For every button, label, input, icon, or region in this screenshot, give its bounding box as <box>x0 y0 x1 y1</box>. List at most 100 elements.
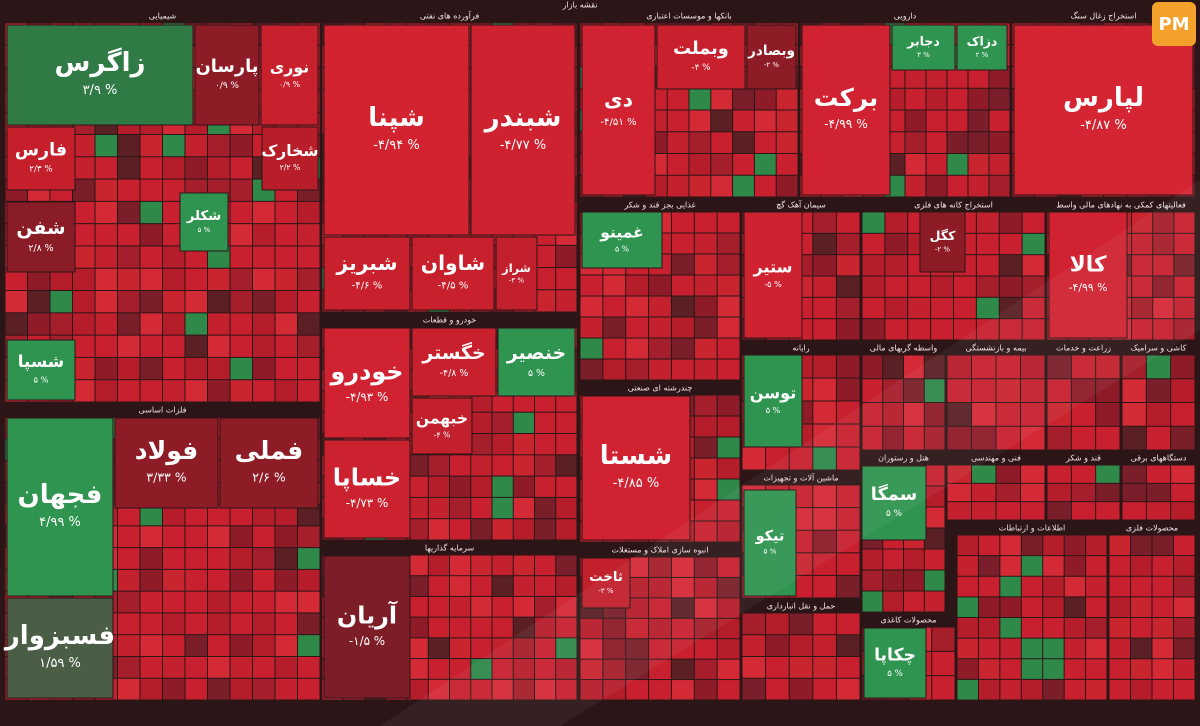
sector-name: ماشین آلات و تجهیزات <box>763 473 838 483</box>
sector: خودرو و قطعات خودرو -۴/۹۳ % خساپا -۴/۷۳ % خگس… <box>322 314 577 540</box>
filler-tile <box>711 132 733 153</box>
filler-tile <box>836 678 860 700</box>
filler-tile <box>904 355 924 379</box>
filler-tile <box>253 548 275 569</box>
filler-tile <box>535 519 556 540</box>
filler-tile <box>717 557 740 577</box>
filler-tile <box>1021 403 1045 426</box>
filler-tile <box>947 502 971 520</box>
sector-header <box>580 544 740 556</box>
filler-tile <box>649 577 671 598</box>
sector-header <box>1012 10 1195 22</box>
filler-tile <box>556 638 577 659</box>
sector-header <box>947 342 1045 354</box>
filler-tile <box>1174 556 1195 576</box>
filler-tile <box>671 680 694 700</box>
filler-tile <box>95 357 117 380</box>
tile-change: -۱/۵ % <box>349 634 385 648</box>
filler-tile <box>754 132 776 153</box>
filler-tile <box>185 313 207 335</box>
filler-tile <box>513 596 534 617</box>
tile-label: آریان <box>337 600 398 629</box>
filler-tile <box>1153 233 1174 255</box>
filler-tile <box>836 255 860 276</box>
filler-tile <box>1086 679 1107 700</box>
filler-tile <box>742 678 766 700</box>
filler-tile <box>717 296 740 317</box>
tile-label: شراز <box>501 261 531 275</box>
filler-tile <box>978 638 1000 659</box>
filler-tile <box>253 268 275 291</box>
sector-header <box>1109 522 1195 534</box>
filler-tile <box>118 134 140 157</box>
filler-tile <box>275 268 297 291</box>
filler-tile <box>978 659 1000 679</box>
filler-tile <box>1171 483 1195 502</box>
filler-tile <box>163 548 185 569</box>
filler-tile <box>924 570 945 591</box>
filler-tile <box>253 246 275 268</box>
filler-tile <box>996 379 1020 402</box>
filler-tile <box>253 335 275 357</box>
filler-tile <box>671 577 694 598</box>
filler-tile <box>163 268 185 291</box>
filler-tile <box>407 455 428 476</box>
tile <box>581 211 663 269</box>
filler-tile <box>649 680 671 700</box>
filler-tile <box>836 355 860 378</box>
filler-tile <box>733 154 754 175</box>
filler-tile <box>208 569 230 591</box>
sector-header <box>1047 342 1120 354</box>
filler-tile <box>73 134 95 157</box>
filler-tile <box>996 502 1020 520</box>
filler-tile <box>275 656 297 678</box>
tile-label: غمینو <box>599 224 643 242</box>
sector-name: دستگاههای برقی <box>1131 453 1187 463</box>
tile-change: -۳ % <box>598 587 614 595</box>
filler-tile <box>905 88 926 110</box>
tile-label: پارسان <box>196 57 259 77</box>
filler-tile <box>1000 576 1021 597</box>
tile-label: خبهمن <box>416 410 468 428</box>
filler-tile <box>885 233 908 255</box>
filler-tile <box>95 157 117 179</box>
tile <box>411 397 473 455</box>
filler-tile <box>275 635 297 656</box>
filler-tile <box>671 598 694 618</box>
filler-tile <box>947 175 968 197</box>
filler-tile <box>230 526 252 548</box>
filler-tile <box>717 233 740 254</box>
sector: واسطه گریهای مالی <box>862 342 945 450</box>
tile-change: ۰/۹ % <box>279 80 301 89</box>
filler-tile <box>717 275 740 296</box>
filler-tile <box>671 359 694 380</box>
filler-tile <box>275 678 297 700</box>
filler-tile <box>208 357 230 380</box>
tile-change: -۵ % <box>764 280 782 289</box>
filler-tile <box>5 291 27 313</box>
filler-tile <box>694 416 717 437</box>
filler-tile <box>208 134 230 157</box>
filler-tile <box>978 576 1000 597</box>
filler-tile <box>776 110 798 132</box>
filler-tile <box>1096 379 1120 402</box>
filler-tile <box>471 434 492 455</box>
sector-header <box>957 522 1107 534</box>
filler-tile <box>1086 535 1107 556</box>
filler-tile <box>1174 535 1195 556</box>
filler-tile <box>649 557 671 577</box>
filler-tile <box>140 268 162 291</box>
filler-tile <box>450 576 471 596</box>
filler-tile <box>556 434 577 455</box>
filler-tile <box>95 291 117 313</box>
tile-label: دجابر <box>906 33 940 48</box>
filler-tile <box>95 224 117 246</box>
filler-tile <box>1021 618 1043 638</box>
filler-tile <box>694 233 717 254</box>
tile-change: ۵ % <box>33 375 48 385</box>
filler-tile <box>976 319 999 340</box>
sector-name: محصولات کاغذی <box>880 616 936 625</box>
filler-tile <box>924 591 945 612</box>
filler-tile <box>1132 212 1153 233</box>
filler-tile <box>1047 355 1071 379</box>
